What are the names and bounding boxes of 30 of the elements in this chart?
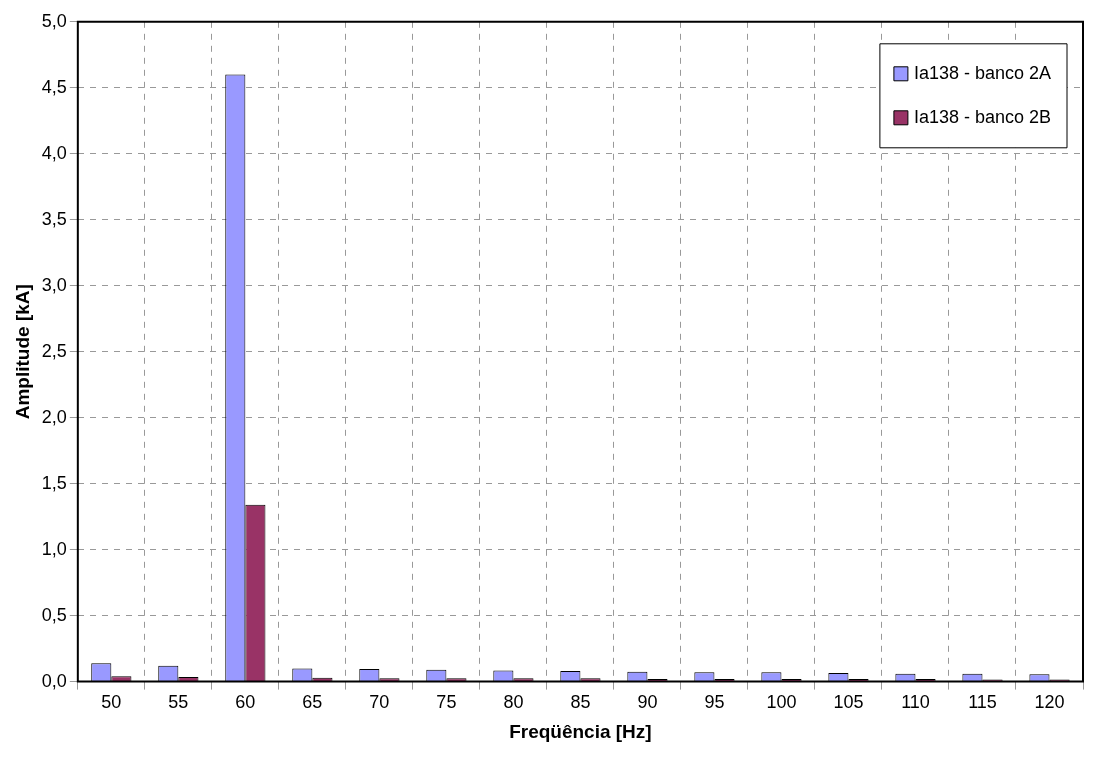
y-tick-label: 3,0 <box>41 274 67 295</box>
y-tick-label: 5,0 <box>41 10 67 31</box>
legend-label: Ia138 - banco 2A <box>913 62 1052 83</box>
y-tick-label: 4,0 <box>41 142 67 163</box>
x-tick-label: 110 <box>901 692 930 713</box>
x-tick-label: 85 <box>570 692 591 713</box>
x-tick-label: 55 <box>168 692 189 713</box>
legend-label: Ia138 - banco 2B <box>913 106 1052 127</box>
x-axis-title: Freqüência [Hz] <box>509 720 652 742</box>
y-tick-label: 1,0 <box>41 538 67 559</box>
y-tick-label: 4,5 <box>41 76 67 97</box>
y-tick-label: 2,0 <box>41 406 67 427</box>
x-tick-label: 70 <box>369 692 390 713</box>
y-tick-label: 1,5 <box>41 472 67 493</box>
y-tick-label: 0,0 <box>41 670 67 691</box>
x-tick-label: 115 <box>968 692 997 713</box>
x-tick-label: 95 <box>704 692 725 713</box>
y-tick-label: 2,5 <box>41 340 67 361</box>
x-tick-label: 50 <box>101 692 122 713</box>
x-tick-label: 65 <box>302 692 323 713</box>
x-tick-label: 120 <box>1034 692 1065 713</box>
y-tick-label: 0,5 <box>41 604 67 625</box>
x-tick-label: 75 <box>436 692 457 713</box>
x-tick-label: 105 <box>833 692 864 713</box>
y-axis-title: Amplitude [kA] <box>11 284 33 420</box>
x-tick-label: 80 <box>503 692 524 713</box>
y-tick-label: 3,5 <box>41 208 67 229</box>
x-tick-label: 90 <box>637 692 658 713</box>
x-tick-label: 60 <box>235 692 256 713</box>
x-tick-label: 100 <box>766 692 797 713</box>
